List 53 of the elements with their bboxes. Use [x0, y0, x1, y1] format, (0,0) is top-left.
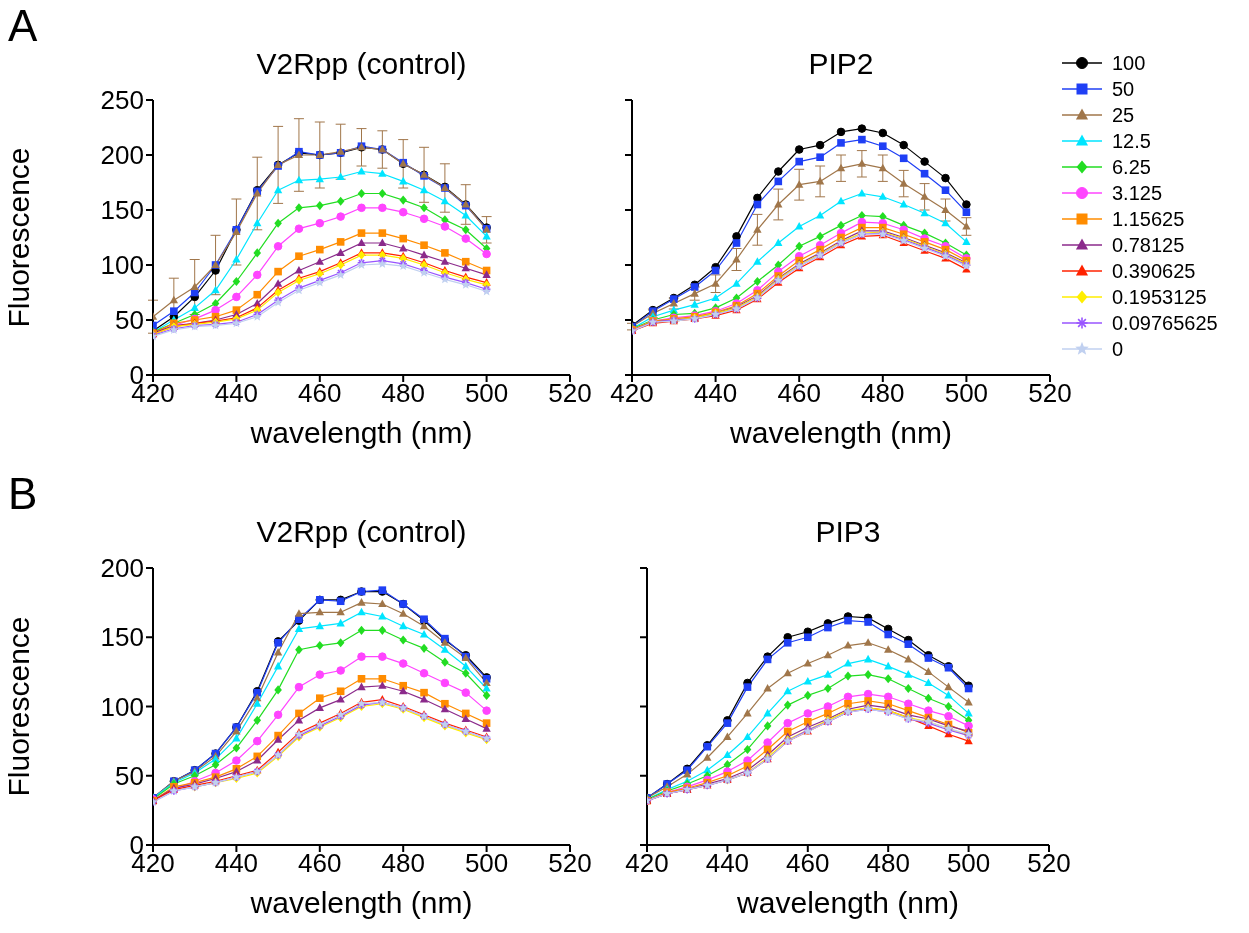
chart-title: PIP3 — [814, 514, 882, 550]
x-tick-label: 500 — [946, 848, 991, 879]
legend-label: 1.15625 — [1112, 207, 1185, 231]
legend-label: 0.09765625 — [1112, 311, 1218, 335]
legend-label: 0 — [1112, 337, 1124, 361]
chart-title: PIP2 — [807, 46, 875, 82]
x-tick-label: 500 — [464, 848, 509, 879]
legend-label: 0.1953125 — [1112, 285, 1207, 309]
x-axis-title: wavelength (nm) — [249, 416, 473, 449]
x-axis-title: wavelength (nm) — [729, 416, 952, 449]
x-axis-title: wavelength (nm) — [249, 886, 473, 919]
chart-title: V2Rpp (control) — [255, 46, 468, 82]
x-tick-label: 420 — [610, 378, 654, 409]
legend-label: 25 — [1112, 103, 1135, 127]
x-tick-label: 460 — [298, 378, 342, 409]
text: B — [8, 469, 38, 518]
legend-label: 12.5 — [1112, 129, 1151, 153]
legend-label: 50 — [1112, 77, 1135, 101]
x-tick-label: 440 — [214, 378, 259, 409]
x-tick-label: 460 — [786, 848, 830, 879]
y-tick-label: 200 — [100, 140, 144, 171]
x-tick-label: 520 — [1028, 378, 1072, 409]
y-tick-label: 250 — [100, 85, 144, 116]
x-tick-label: 500 — [944, 378, 989, 409]
x-tick-label: 480 — [861, 378, 905, 409]
y-tick-label: 200 — [100, 553, 144, 584]
legend-label: 0.78125 — [1112, 233, 1185, 257]
y-tick-label: 100 — [100, 691, 144, 722]
x-tick-label: 440 — [693, 378, 738, 409]
x-tick-label: 480 — [381, 848, 425, 879]
chart-title: V2Rpp (control) — [255, 514, 468, 550]
x-tick-label: 520 — [548, 848, 592, 879]
legend-label: 100 — [1112, 51, 1146, 75]
legend-label: 6.25 — [1112, 155, 1151, 179]
y-tick-label: 50 — [115, 305, 144, 336]
legend-label: 0.390625 — [1112, 259, 1196, 283]
legend-label: 3.125 — [1112, 181, 1163, 205]
x-tick-label: 500 — [464, 378, 509, 409]
x-tick-label: 520 — [1027, 848, 1071, 879]
text: A — [8, 1, 38, 50]
x-tick-label: 520 — [548, 378, 592, 409]
x-tick-label: 480 — [866, 848, 910, 879]
x-tick-label: 480 — [381, 378, 425, 409]
x-tick-label: 460 — [777, 378, 821, 409]
y-tick-label: 50 — [115, 760, 144, 791]
x-tick-label: 460 — [298, 848, 342, 879]
x-tick-label: 440 — [705, 848, 750, 879]
y-tick-label: 100 — [100, 250, 144, 281]
x-tick-label: 420 — [625, 848, 669, 879]
y-tick-label: 150 — [100, 195, 144, 226]
y-tick-label: 150 — [100, 622, 144, 653]
x-axis-title: wavelength (nm) — [736, 886, 959, 919]
x-tick-label: 440 — [214, 848, 259, 879]
